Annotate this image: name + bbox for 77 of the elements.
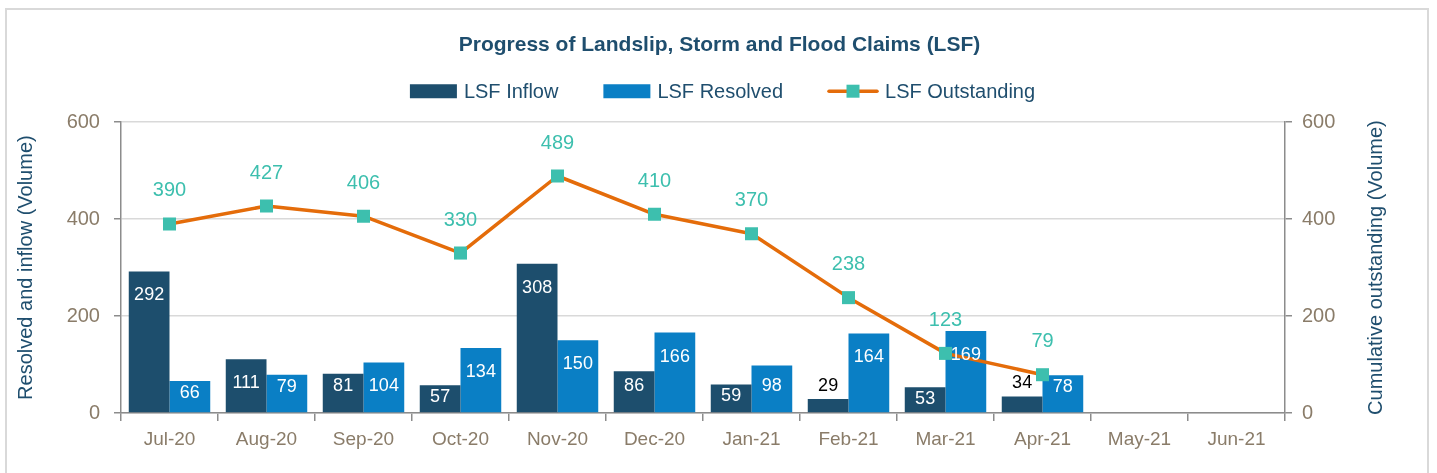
data-label: 238: [831, 252, 866, 275]
data-label: 390: [152, 178, 187, 201]
data-label: 79: [1031, 329, 1054, 352]
data-label: 59: [721, 385, 742, 406]
bar: [322, 373, 364, 413]
y2-tick-label: 0: [1302, 400, 1314, 423]
data-label: 406: [346, 170, 381, 193]
point: [357, 209, 371, 223]
x-tick-label: Feb-21: [818, 427, 879, 449]
point: [551, 169, 565, 183]
x-tick-label: Jun-21: [1207, 427, 1266, 449]
data-label: 123: [928, 307, 963, 330]
point: [745, 227, 759, 241]
point: [648, 207, 662, 221]
data-label: 29: [818, 374, 839, 395]
data-label: 53: [915, 388, 936, 409]
bar: [1001, 396, 1043, 413]
bar: [807, 398, 849, 413]
data-label: 78: [1052, 376, 1073, 397]
bar: [128, 271, 170, 413]
bar: [654, 332, 696, 413]
data-label: 370: [734, 188, 769, 211]
bar: [419, 385, 461, 413]
bar: [613, 371, 655, 413]
y2-tick-label: 400: [1302, 206, 1336, 229]
data-label: 66: [179, 381, 200, 402]
data-label: 150: [562, 353, 593, 374]
y2-tick-label: 600: [1302, 109, 1336, 132]
x-tick-label: Aug-20: [235, 427, 298, 449]
y-tick-label: 200: [66, 303, 100, 326]
point: [260, 199, 274, 213]
data-label: 134: [465, 361, 496, 382]
y-axis-title: Resolved and inflow (Volume): [13, 135, 36, 400]
x-tick-label: Apr-21: [1013, 427, 1072, 449]
data-label: 111: [232, 372, 260, 393]
data-label: 330: [443, 207, 478, 230]
point: [842, 291, 856, 305]
y-tick-label: 400: [66, 206, 100, 229]
point: [454, 246, 468, 260]
data-label: 104: [368, 375, 399, 396]
x-tick-label: May-21: [1107, 427, 1172, 449]
y-tick-label: 0: [88, 400, 100, 423]
data-label: 34: [1012, 372, 1033, 393]
x-tick-label: Mar-21: [915, 427, 976, 449]
x-tick-label: Jan-21: [722, 427, 781, 449]
data-label: 410: [637, 168, 672, 191]
x-tick-label: Jul-20: [143, 427, 196, 449]
legend-label: LSF Inflow: [463, 79, 559, 102]
data-label: 86: [624, 375, 645, 396]
point: [939, 346, 953, 360]
y2-tick-label: 200: [1302, 303, 1336, 326]
bar: [516, 263, 558, 413]
point: [1035, 368, 1050, 382]
x-tick-label: Sep-20: [332, 427, 395, 449]
bar: [460, 348, 502, 413]
data-label: 292: [134, 284, 165, 305]
point: [163, 217, 177, 231]
x-tick-label: Oct-20: [431, 427, 490, 449]
x-tick-label: Dec-20: [623, 427, 686, 449]
data-label: 427: [249, 160, 284, 183]
data-label: 164: [853, 346, 884, 367]
y-tick-label: 600: [66, 109, 100, 132]
data-label: 57: [430, 386, 451, 407]
y2-axis-title: Cumulative outstanding (Volume): [1363, 120, 1386, 415]
bar: [848, 333, 890, 413]
legend-label: LSF Resolved: [657, 79, 784, 102]
data-label: 489: [540, 130, 575, 153]
data-label: 79: [276, 375, 297, 396]
chart-title: Progress of Landslip, Storm and Flood Claims (LSF): [458, 32, 981, 56]
x-tick-label: Nov-20: [526, 427, 589, 449]
legend-label: LSF Outstanding: [885, 79, 1036, 102]
data-label: 308: [522, 276, 553, 297]
bar: [225, 359, 267, 413]
data-label: 166: [659, 345, 690, 366]
data-label: 81: [333, 375, 354, 396]
data-label: 98: [761, 375, 782, 396]
bar: [557, 340, 599, 413]
